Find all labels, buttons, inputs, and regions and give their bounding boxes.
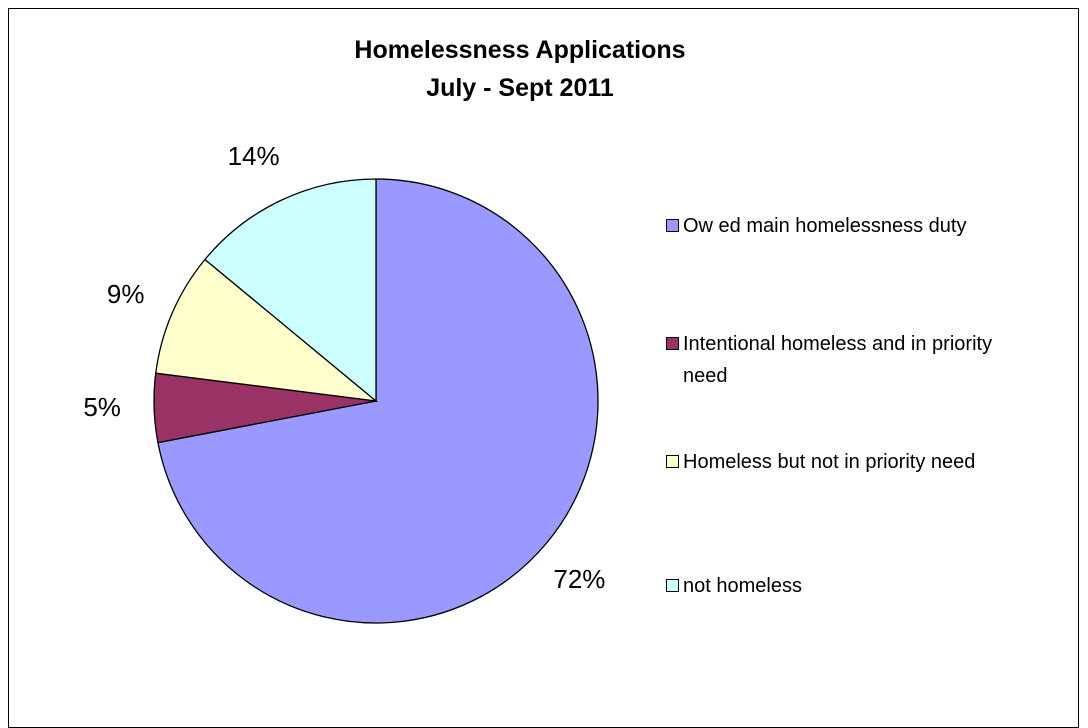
chart-title: Homelessness Applications — [354, 36, 686, 64]
legend-label: Intentional homeless and in priority nee… — [683, 333, 993, 387]
legend-swatch — [666, 455, 679, 468]
pie-data-label: 5% — [83, 392, 121, 422]
legend-item: Ow ed main homelessness duty — [666, 210, 1006, 242]
pie-data-label: 9% — [107, 279, 145, 309]
legend-item: Intentional homeless and in priority nee… — [666, 328, 1006, 392]
legend-label: Homeless but not in priority need — [683, 451, 976, 473]
pie-slice — [155, 258, 379, 402]
legend-label: Ow ed main homelessness duty — [683, 215, 967, 237]
pie-data-label: 72% — [553, 564, 605, 594]
pie-slice — [204, 178, 377, 403]
legend-swatch — [666, 219, 679, 232]
pie-slice — [157, 178, 599, 624]
pie-data-label: 14% — [228, 141, 280, 171]
legend-label: not homeless — [683, 575, 802, 597]
legend-swatch — [666, 579, 679, 592]
chart-subtitle: July - Sept 2011 — [426, 74, 614, 102]
legend-item: not homeless — [666, 570, 1006, 602]
legend-item: Homeless but not in priority need — [666, 446, 1006, 478]
legend-swatch — [666, 337, 679, 350]
